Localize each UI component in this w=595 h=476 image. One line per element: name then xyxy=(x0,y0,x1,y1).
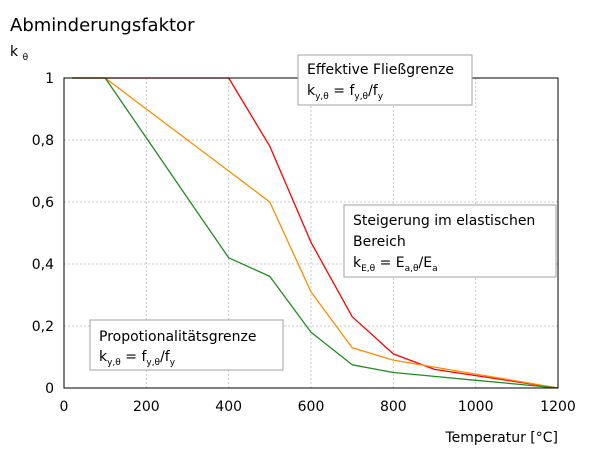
x-tick-label: 600 xyxy=(298,399,325,415)
annotation-yield-title: Effektive Fließgrenze xyxy=(307,62,454,78)
x-tick-label: 400 xyxy=(215,399,242,415)
x-tick-label: 1000 xyxy=(458,399,494,415)
x-tick-label: 200 xyxy=(133,399,160,415)
formula-subscript: E,θ xyxy=(361,264,376,274)
formula-text: = f xyxy=(121,349,148,365)
x-tick-label: 800 xyxy=(380,399,407,415)
annotation-elastic-title-line2: Bereich xyxy=(353,234,406,250)
y-tick-label: 0 xyxy=(45,381,54,397)
annotation-proportional-box xyxy=(89,319,284,371)
formula-subscript: y,θ xyxy=(354,92,368,102)
series-line-proportional xyxy=(72,77,559,389)
formula-text: /f xyxy=(160,349,171,365)
formula-subscript: a,θ xyxy=(405,264,419,274)
y-axis-label-sub: θ xyxy=(23,53,29,63)
x-tick-label: 0 xyxy=(60,399,69,415)
formula-subscript: y,θ xyxy=(146,358,160,368)
annotation-elastic: Steigerung im elastischen Bereich kE,θ =… xyxy=(343,204,557,278)
y-tick-label: 0,2 xyxy=(32,319,54,335)
formula-text: k xyxy=(99,349,108,365)
formula-subscript: y,θ xyxy=(107,358,121,368)
y-tick-label: 0,4 xyxy=(32,257,54,273)
y-axis-label: k θ xyxy=(10,44,29,63)
y-tick-label: 0,6 xyxy=(32,195,54,211)
tick-labels: 0 200 400 600 800 1000 1200 0 0,2 0,4 0,6 0,8 1 xyxy=(32,71,576,415)
x-axis-label: Temperatur [°C] xyxy=(444,430,558,446)
y-tick-label: 0,8 xyxy=(32,133,54,149)
annotation-proportional: Propotionalitätsgrenze ky,θ = fy,θ/fy xyxy=(89,319,284,371)
annotation-elastic-box xyxy=(343,204,557,278)
formula-subscript: y xyxy=(378,92,384,102)
formula-subscript: y,θ xyxy=(315,92,329,102)
series-line-elastic xyxy=(72,77,559,389)
annotation-proportional-title: Propotionalitätsgrenze xyxy=(99,329,256,345)
formula-text: = f xyxy=(329,83,356,99)
annotation-elastic-title-line1: Steigerung im elastischen xyxy=(353,213,535,229)
annotation-yield: Effektive Fließgrenze ky,θ = fy,θ/fy xyxy=(297,54,473,106)
y-axis-label-main: k xyxy=(10,44,19,60)
formula-text: k xyxy=(307,83,316,99)
annotation-yield-formula: ky,θ = fy,θ/fy xyxy=(307,83,384,102)
chart-title: Abminderungsfaktor xyxy=(10,15,195,36)
y-tick-label: 1 xyxy=(45,71,54,87)
formula-text: k xyxy=(353,255,362,271)
formula-text: /f xyxy=(368,83,379,99)
annotation-yield-box xyxy=(297,54,473,106)
formula-text: = E xyxy=(375,255,404,271)
formula-subscript: a xyxy=(432,264,438,274)
annotation-elastic-formula: kE,θ = Ea,θ/Ea xyxy=(353,255,438,274)
formula-text: /E xyxy=(419,255,433,271)
annotation-proportional-formula: ky,θ = fy,θ/fy xyxy=(99,349,176,368)
x-tick-label: 1200 xyxy=(540,399,576,415)
formula-subscript: y xyxy=(170,358,176,368)
